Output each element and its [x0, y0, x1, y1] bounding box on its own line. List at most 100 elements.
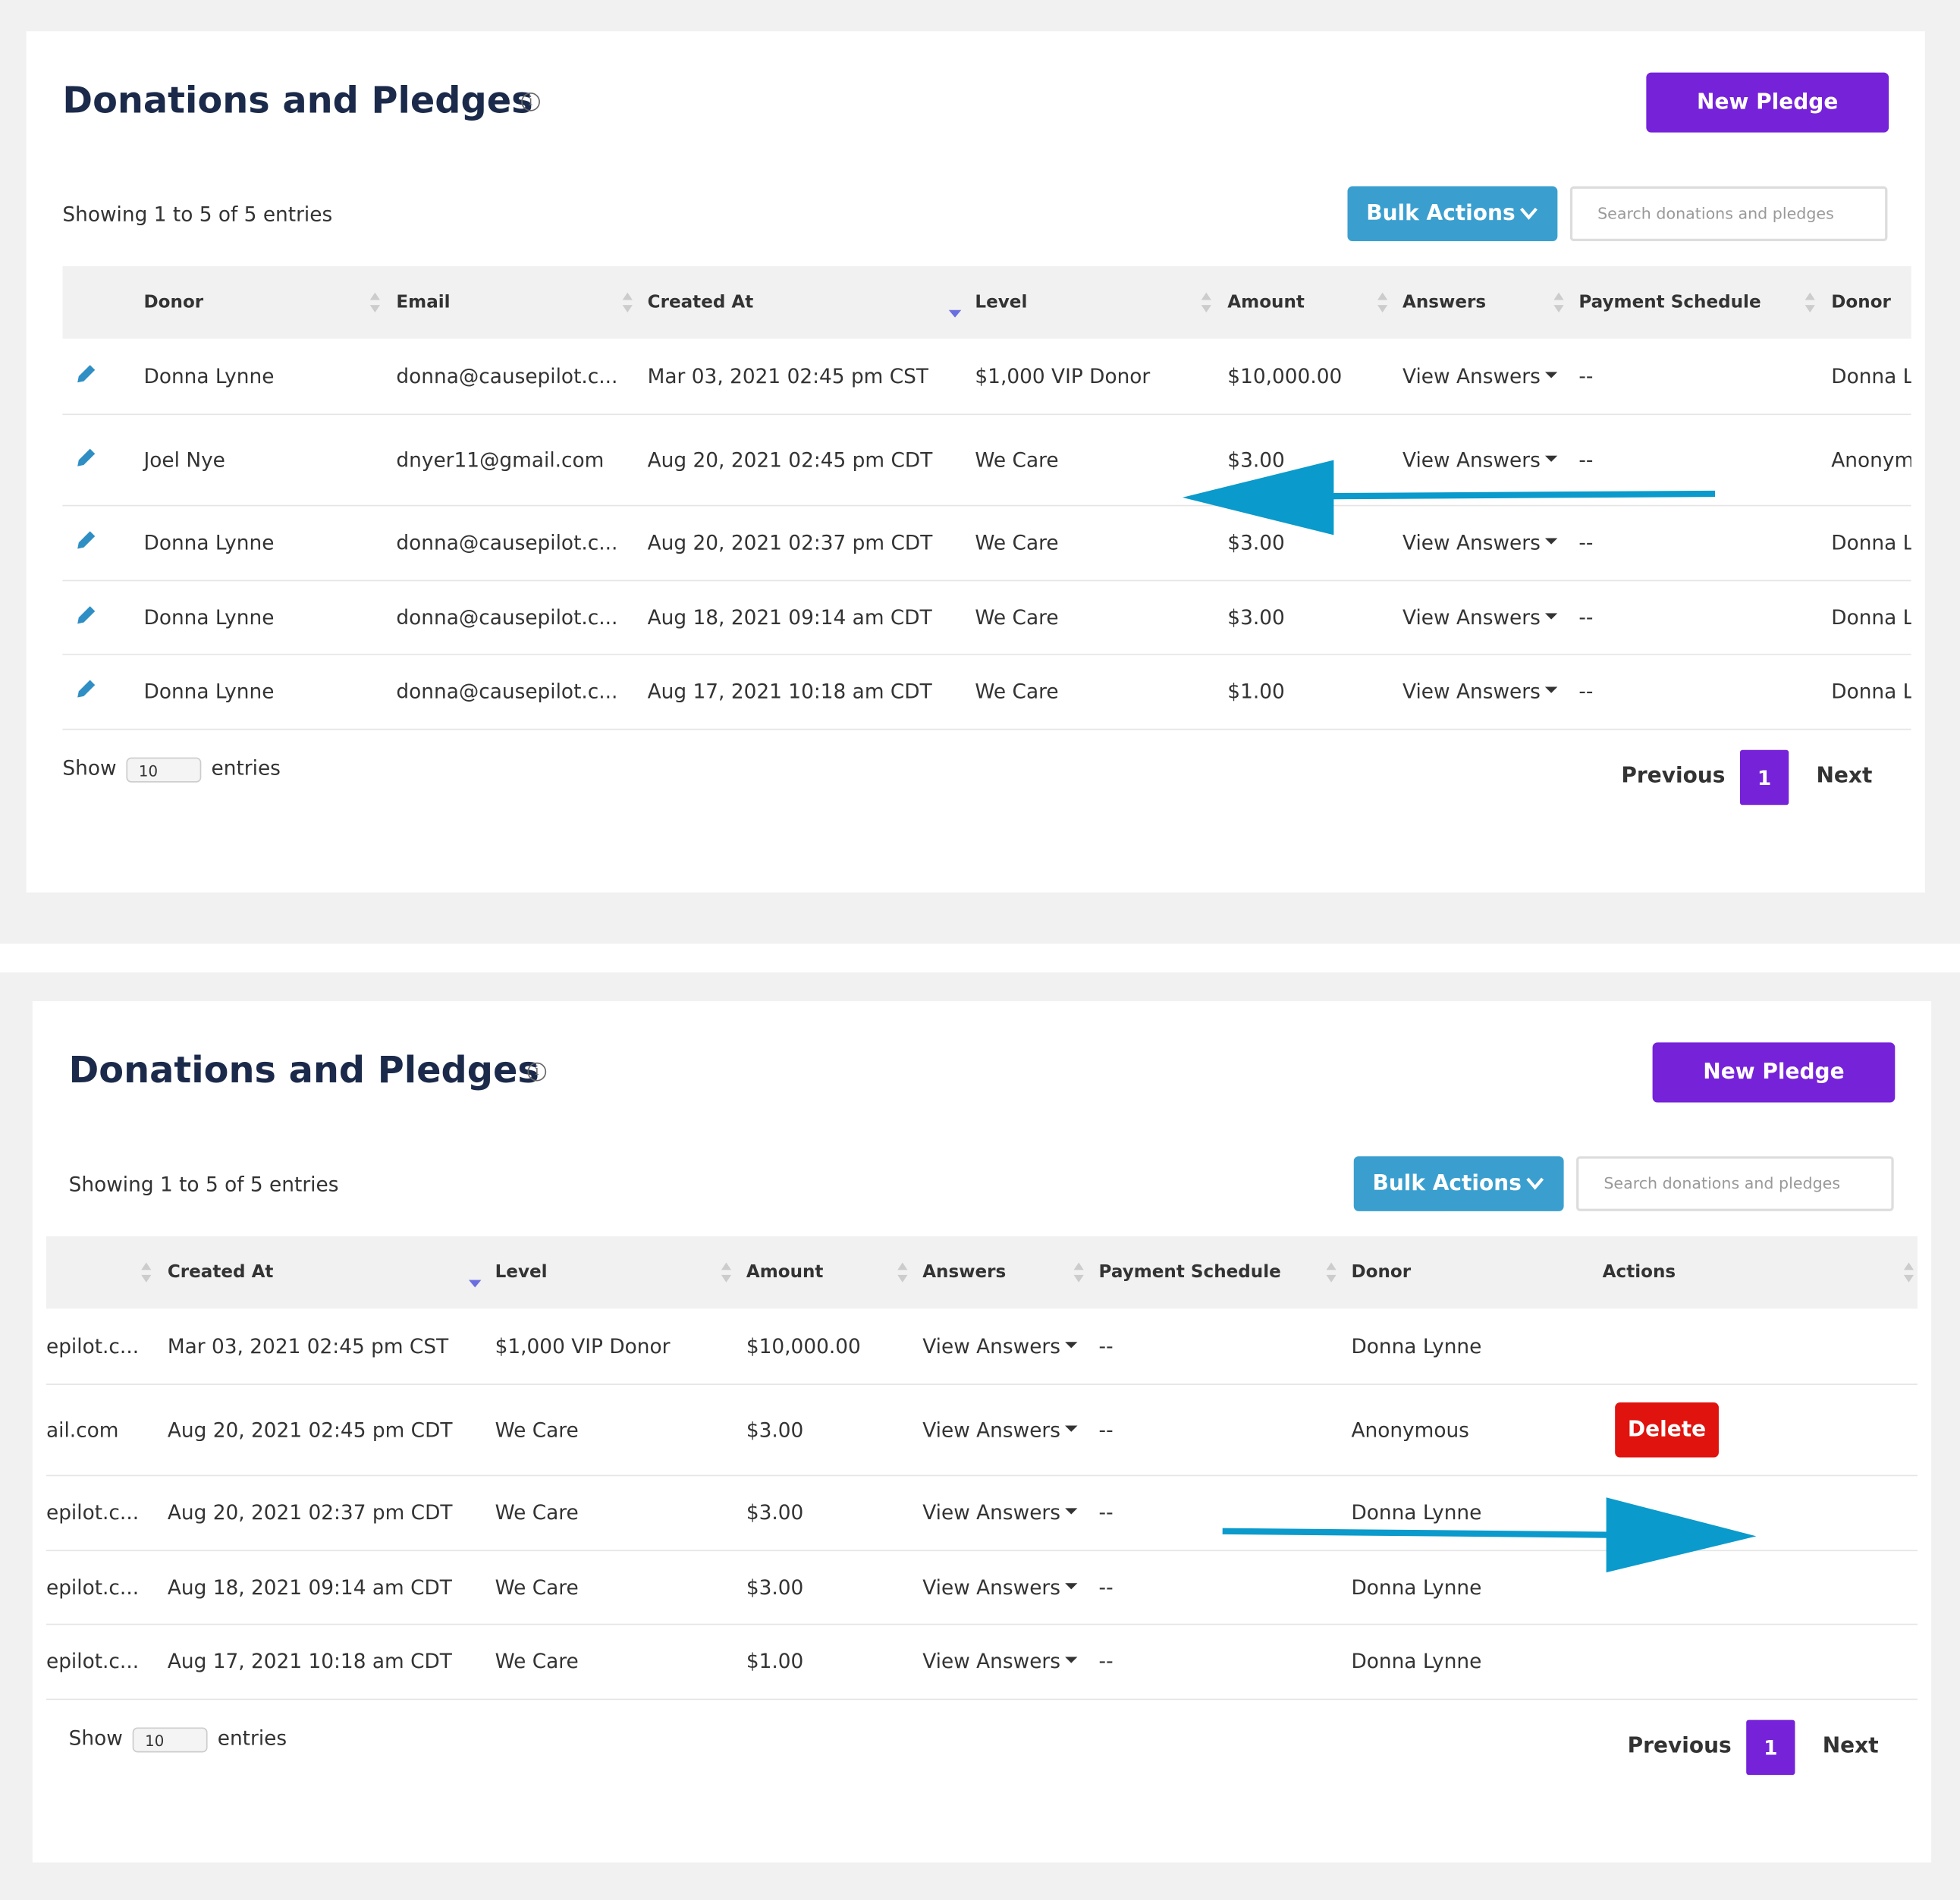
view-answers-dropdown[interactable]: View Answers	[1402, 605, 1558, 630]
edit-icon[interactable]	[75, 677, 98, 700]
sort-icon[interactable]	[1902, 1261, 1914, 1284]
edit-icon[interactable]	[75, 604, 98, 627]
edit-icon[interactable]	[75, 446, 98, 469]
table-cell: Donna Lynne	[1351, 1334, 1482, 1358]
info-icon[interactable]: i	[527, 1062, 547, 1082]
sort-icon[interactable]	[1200, 291, 1212, 314]
column-header[interactable]: Level	[495, 1262, 548, 1283]
page-size-select[interactable]: 10	[132, 1727, 208, 1753]
panel-title: Donations and Pledges	[62, 78, 533, 121]
column-header[interactable]: Payment Schedule	[1578, 292, 1761, 312]
column-header[interactable]: Donor	[1351, 1262, 1412, 1283]
row-border	[62, 653, 1911, 655]
table-cell: Donna L	[1831, 530, 1911, 554]
view-answers-dropdown[interactable]: View Answers	[922, 1649, 1079, 1673]
table-cell: Donna Lynne	[1351, 1649, 1482, 1673]
table-cell: Anonymous	[1351, 1418, 1469, 1442]
view-answers-dropdown[interactable]: View Answers	[922, 1500, 1079, 1525]
table-cell: Donna L	[1831, 679, 1911, 703]
search-input[interactable]: Search donations and pledges	[1569, 186, 1888, 242]
row-border	[62, 728, 1911, 730]
edit-icon[interactable]	[75, 363, 98, 385]
search-input[interactable]: Search donations and pledges	[1576, 1156, 1894, 1211]
table-cell: dnyer11@gmail.com	[396, 448, 605, 473]
column-header[interactable]: Answers	[922, 1262, 1007, 1283]
sort-icon[interactable]	[1325, 1261, 1337, 1284]
bulk-actions-button[interactable]: Bulk Actions	[1353, 1156, 1564, 1211]
page-size-select[interactable]: 10	[126, 757, 202, 783]
table-cell: $1.00	[746, 1649, 804, 1673]
previous-button[interactable]: Previous	[1621, 763, 1726, 789]
caret	[1065, 1425, 1079, 1432]
showing-text: Showing 1 to 5 of 5 entries	[68, 1172, 339, 1197]
view-answers-dropdown[interactable]: View Answers	[1402, 364, 1558, 388]
table-cell: $1,000 VIP Donor	[495, 1334, 671, 1358]
column-header[interactable]: Created At	[167, 1262, 274, 1283]
table-cell: --	[1098, 1575, 1113, 1600]
table-cell: Aug 18, 2021 09:14 am CDT	[167, 1575, 452, 1600]
view-answers-dropdown[interactable]: View Answers	[1402, 448, 1558, 472]
column-header[interactable]: Payment Schedule	[1098, 1262, 1281, 1283]
sort-icon[interactable]	[948, 297, 962, 319]
previous-button[interactable]: Previous	[1627, 1733, 1732, 1759]
panel-title: Donations and Pledges	[68, 1048, 539, 1091]
sort-icon[interactable]	[720, 1261, 732, 1284]
column-header[interactable]: Amount	[746, 1262, 824, 1283]
bulk-actions-button[interactable]: Bulk Actions	[1347, 186, 1558, 242]
page-button[interactable]: 1	[1746, 1719, 1795, 1776]
column-header[interactable]: Amount	[1227, 292, 1305, 312]
edit-icon[interactable]	[75, 529, 98, 551]
table-cell: donna@causepilot.c...	[396, 605, 618, 630]
column-header[interactable]: Answers	[1402, 292, 1487, 312]
caret	[1545, 372, 1558, 378]
caret	[1545, 613, 1558, 620]
column-header[interactable]: Actions	[1602, 1262, 1676, 1283]
sort-icon[interactable]	[140, 1261, 152, 1284]
table-cell: Mar 03, 2021 02:45 pm CST	[647, 364, 928, 388]
column-header[interactable]: Donor	[143, 292, 204, 312]
table-cell: $3.00	[746, 1500, 804, 1525]
sort-icon[interactable]	[1073, 1261, 1085, 1284]
column-header[interactable]: Level	[975, 292, 1028, 312]
sort-icon[interactable]	[369, 291, 381, 314]
view-answers-dropdown[interactable]: View Answers	[922, 1334, 1079, 1358]
table-cell: Aug 18, 2021 09:14 am CDT	[647, 605, 932, 630]
table-cell: We Care	[495, 1575, 579, 1600]
table-cell: Anonym	[1831, 448, 1911, 473]
new-pledge-button[interactable]: New Pledge	[1652, 1042, 1896, 1103]
info-icon[interactable]: i	[521, 92, 540, 111]
new-pledge-button[interactable]: New Pledge	[1646, 72, 1889, 133]
caret	[1545, 538, 1558, 545]
view-answers-dropdown[interactable]: View Answers	[1402, 680, 1558, 703]
bulk-actions-label: Bulk Actions	[1366, 201, 1516, 227]
chevron	[1526, 1177, 1544, 1190]
row-border	[62, 413, 1911, 416]
sort-icon[interactable]	[1804, 291, 1816, 314]
column-header[interactable]: Created At	[647, 292, 754, 312]
sort-icon[interactable]	[621, 291, 633, 314]
row-border	[46, 1623, 1918, 1625]
column-header[interactable]: Donor	[1831, 292, 1891, 312]
table-cell: --	[1098, 1649, 1113, 1673]
sort-icon[interactable]	[468, 1266, 482, 1289]
view-answers-dropdown[interactable]: View Answers	[1402, 531, 1558, 554]
next-button[interactable]: Next	[1822, 1733, 1879, 1759]
view-answers-dropdown[interactable]: View Answers	[922, 1575, 1079, 1600]
show-label: Show	[62, 756, 117, 780]
table-cell: --	[1098, 1500, 1113, 1525]
sort-icon[interactable]	[1553, 291, 1565, 314]
table-cell: Donna L	[1831, 605, 1911, 630]
table-cell: $1,000 VIP Donor	[975, 364, 1151, 388]
table-cell: $1.00	[1227, 679, 1285, 703]
sort-icon[interactable]	[1376, 291, 1388, 314]
view-answers-dropdown[interactable]: View Answers	[922, 1418, 1079, 1442]
table-cell: $3.00	[746, 1575, 804, 1600]
table-header-bg	[46, 1236, 1918, 1309]
next-button[interactable]: Next	[1816, 763, 1873, 789]
column-header[interactable]: Email	[396, 292, 451, 312]
table-cell: Donna Lynne	[1351, 1575, 1482, 1600]
sort-icon[interactable]	[897, 1261, 909, 1284]
page-button[interactable]: 1	[1739, 749, 1789, 806]
table-cell: Aug 17, 2021 10:18 am CDT	[647, 679, 932, 703]
delete-button[interactable]: Delete	[1615, 1402, 1719, 1458]
